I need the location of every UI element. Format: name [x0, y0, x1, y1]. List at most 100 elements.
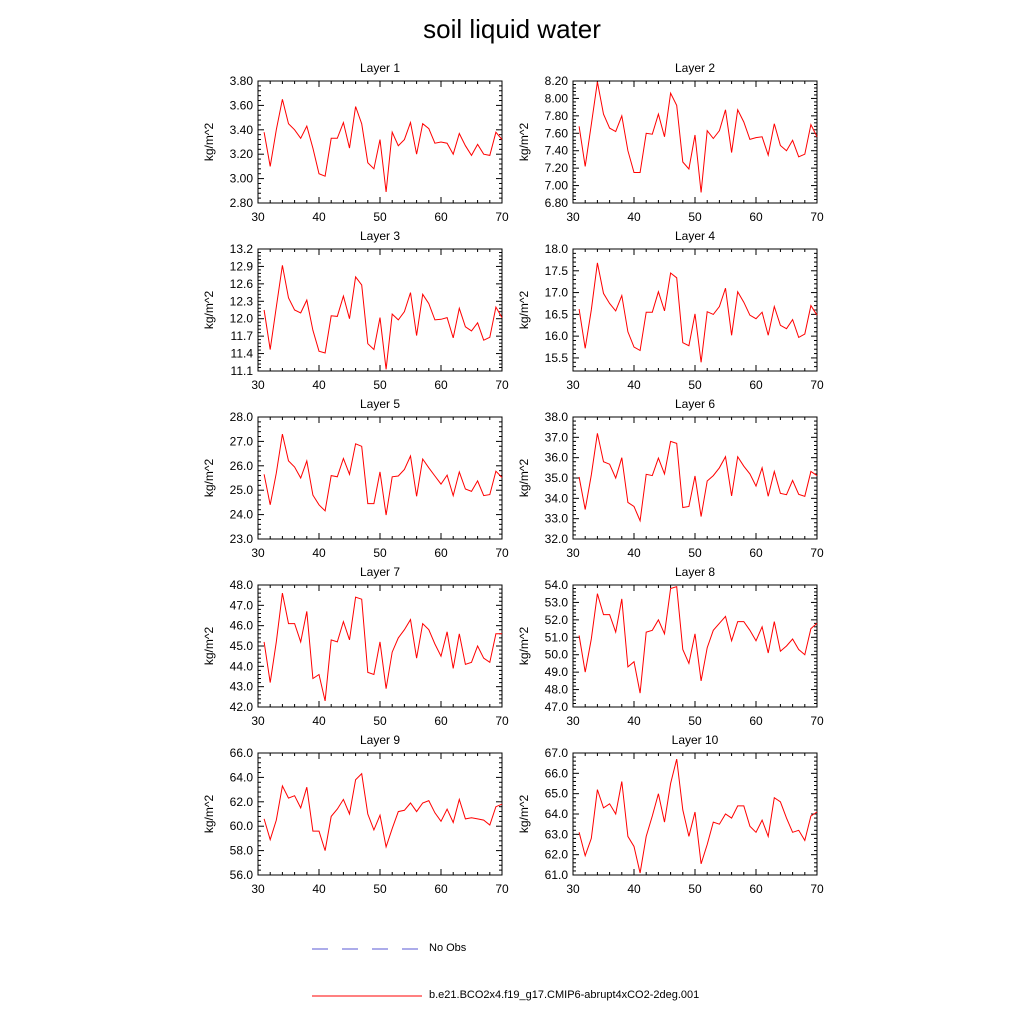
y-tick-label: 58.0 — [230, 844, 254, 858]
x-tick-label: 30 — [566, 210, 580, 224]
y-tick-label: 51.0 — [545, 630, 569, 644]
panel-8: Layer 8 30 40 50 60 70 47.0 48.0 49.0 50.0 51.0 52.… — [517, 565, 824, 728]
plot-frame — [572, 80, 818, 204]
x-tick-label: 40 — [312, 546, 326, 560]
panel-title: Layer 10 — [672, 733, 719, 747]
y-tick-label: 17.0 — [545, 286, 569, 300]
x-tick-label: 30 — [566, 714, 580, 728]
panel-9: Layer 9 30 40 50 60 70 56.0 58.0 60.0 62.0 64.0 66.… — [202, 733, 509, 896]
y-axis-label: kg/m^2 — [517, 291, 531, 330]
y-tick-label: 7.00 — [545, 179, 569, 193]
y-tick-label: 25.0 — [230, 483, 254, 497]
legend-swatch-model — [312, 995, 422, 997]
y-axis-label: kg/m^2 — [202, 459, 216, 498]
panel-title: Layer 1 — [360, 61, 400, 75]
y-tick-label: 16.5 — [545, 307, 569, 321]
x-tick-label: 30 — [566, 882, 580, 896]
x-tick-label: 70 — [810, 882, 824, 896]
y-tick-label: 7.60 — [545, 126, 569, 140]
y-axis-label: kg/m^2 — [517, 627, 531, 666]
panel-7: Layer 7 30 40 50 60 70 42.0 43.0 44.0 45.0 46.0 47.… — [202, 565, 509, 728]
y-tick-label: 50.0 — [545, 648, 569, 662]
x-tick-label: 40 — [312, 882, 326, 896]
y-tick-label: 67.0 — [545, 746, 569, 760]
x-tick-label: 60 — [434, 546, 448, 560]
y-axis-label: kg/m^2 — [202, 291, 216, 330]
x-tick-label: 40 — [312, 378, 326, 392]
plot-frame — [257, 416, 503, 540]
legend-swatch-no-obs — [312, 948, 422, 950]
panel-1: Layer 1 30 40 50 60 70 2.80 3.00 3.20 3.40 3.60 3.8… — [202, 61, 509, 224]
series-line — [578, 262, 818, 363]
figure-title: soil liquid water — [423, 14, 601, 44]
x-tick-label: 60 — [434, 882, 448, 896]
y-tick-label: 8.20 — [545, 74, 569, 88]
plot-frame — [572, 248, 818, 372]
x-tick-label: 60 — [749, 378, 763, 392]
y-tick-label: 11.4 — [231, 347, 254, 361]
y-tick-label: 42.0 — [230, 700, 254, 714]
y-tick-label: 12.9 — [230, 259, 254, 273]
y-tick-label: 44.0 — [230, 659, 254, 673]
y-tick-label: 45.0 — [230, 639, 254, 653]
y-tick-label: 49.0 — [545, 665, 569, 679]
y-tick-label: 16.0 — [545, 329, 569, 343]
y-tick-label: 54.0 — [545, 578, 569, 592]
x-tick-label: 70 — [495, 882, 509, 896]
y-tick-label: 38.0 — [545, 410, 569, 424]
y-axis-label: kg/m^2 — [202, 123, 216, 162]
x-tick-label: 70 — [810, 546, 824, 560]
series-line — [263, 772, 503, 851]
x-tick-label: 50 — [373, 714, 387, 728]
y-tick-label: 66.0 — [230, 746, 254, 760]
y-tick-label: 12.6 — [230, 277, 254, 291]
y-tick-label: 8.00 — [545, 91, 569, 105]
y-tick-label: 52.0 — [545, 613, 569, 627]
panel-title: Layer 2 — [675, 61, 715, 75]
panel-10: Layer 10 30 40 50 60 70 61.0 62.0 63.0 64.0 65.0 66… — [517, 733, 824, 896]
x-tick-label: 70 — [495, 378, 509, 392]
y-tick-label: 62.0 — [545, 848, 569, 862]
x-tick-label: 50 — [688, 714, 702, 728]
panel-6: Layer 6 30 40 50 60 70 32.0 33.0 34.0 35.0 36.0 37.… — [517, 397, 824, 560]
y-tick-label: 33.0 — [545, 512, 569, 526]
x-tick-label: 60 — [749, 210, 763, 224]
x-tick-label: 60 — [434, 714, 448, 728]
x-tick-label: 30 — [566, 378, 580, 392]
x-tick-label: 70 — [810, 210, 824, 224]
y-tick-label: 65.0 — [545, 787, 569, 801]
y-tick-label: 35.0 — [545, 471, 569, 485]
plot-frame — [572, 584, 818, 708]
series-line — [578, 758, 818, 874]
x-tick-label: 30 — [251, 546, 265, 560]
y-tick-label: 24.0 — [230, 508, 254, 522]
y-axis-label: kg/m^2 — [202, 627, 216, 666]
y-tick-label: 3.20 — [230, 147, 254, 161]
panel-title: Layer 3 — [360, 229, 400, 243]
x-tick-label: 40 — [627, 210, 641, 224]
y-tick-label: 64.0 — [545, 807, 569, 821]
x-tick-label: 40 — [312, 714, 326, 728]
y-axis-label: kg/m^2 — [202, 795, 216, 834]
x-tick-label: 70 — [810, 378, 824, 392]
x-tick-label: 60 — [749, 546, 763, 560]
x-tick-label: 30 — [251, 714, 265, 728]
series-line — [263, 99, 503, 193]
y-tick-label: 28.0 — [230, 410, 254, 424]
series-line — [578, 81, 818, 193]
x-tick-label: 40 — [627, 378, 641, 392]
y-axis-label: kg/m^2 — [517, 459, 531, 498]
y-tick-label: 15.5 — [545, 351, 569, 365]
panel-5: Layer 5 30 40 50 60 70 23.0 24.0 25.0 26.0 27.0 28.… — [202, 397, 509, 560]
y-tick-label: 13.2 — [230, 242, 254, 256]
series-line — [263, 593, 502, 702]
y-tick-label: 61.0 — [545, 868, 569, 882]
y-axis-label: kg/m^2 — [517, 795, 531, 834]
y-tick-label: 34.0 — [545, 491, 569, 505]
panel-title: Layer 5 — [360, 397, 400, 411]
x-tick-label: 70 — [810, 714, 824, 728]
y-tick-label: 7.20 — [545, 161, 569, 175]
y-tick-label: 11.1 — [231, 364, 254, 378]
x-tick-label: 70 — [495, 546, 509, 560]
